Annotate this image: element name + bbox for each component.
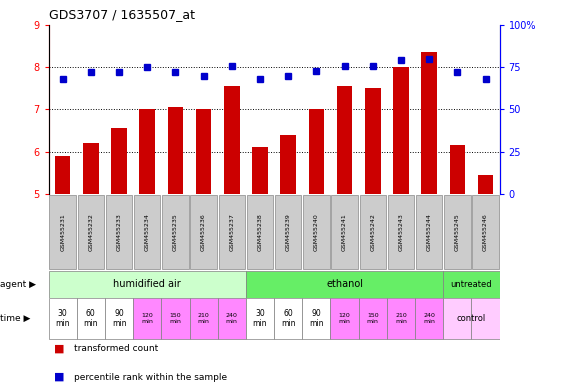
Bar: [365, 88, 380, 194]
Bar: [252, 147, 268, 194]
Bar: [49, 298, 77, 339]
Bar: [359, 298, 387, 339]
Text: agent ▶: agent ▶: [0, 280, 36, 289]
Text: GSM455239: GSM455239: [286, 214, 291, 251]
Bar: [274, 298, 302, 339]
Text: ■: ■: [54, 344, 65, 354]
Text: ■: ■: [54, 372, 65, 382]
Bar: [133, 298, 162, 339]
Text: 240
min: 240 min: [423, 313, 435, 324]
Bar: [472, 298, 500, 339]
Text: 120
min: 120 min: [141, 313, 153, 324]
Text: GSM455246: GSM455246: [483, 214, 488, 251]
Bar: [443, 298, 472, 339]
Text: 60
min: 60 min: [281, 309, 295, 328]
Text: GSM455243: GSM455243: [399, 214, 404, 251]
Bar: [190, 298, 218, 339]
Text: 240
min: 240 min: [226, 313, 238, 324]
Bar: [337, 86, 352, 194]
Bar: [49, 195, 76, 269]
Bar: [246, 298, 274, 339]
Bar: [443, 271, 500, 298]
Bar: [139, 109, 155, 194]
Bar: [331, 195, 358, 269]
Bar: [55, 156, 70, 194]
Text: GSM455231: GSM455231: [60, 214, 65, 251]
Bar: [360, 195, 386, 269]
Bar: [308, 109, 324, 194]
Text: ethanol: ethanol: [326, 279, 363, 289]
Text: untreated: untreated: [451, 280, 492, 289]
Bar: [472, 195, 499, 269]
Text: time ▶: time ▶: [0, 314, 30, 323]
Text: GSM455234: GSM455234: [144, 214, 150, 251]
Text: 90
min: 90 min: [309, 309, 324, 328]
Bar: [162, 195, 188, 269]
Bar: [444, 195, 471, 269]
Text: 210
min: 210 min: [198, 313, 210, 324]
Bar: [190, 195, 217, 269]
Text: 150
min: 150 min: [367, 313, 379, 324]
Bar: [196, 109, 211, 194]
Text: GSM455237: GSM455237: [230, 214, 234, 251]
Bar: [49, 271, 246, 298]
Bar: [478, 175, 493, 194]
Bar: [302, 298, 331, 339]
Text: 60
min: 60 min: [83, 309, 98, 328]
Bar: [247, 195, 274, 269]
Text: GSM455235: GSM455235: [173, 214, 178, 251]
Bar: [388, 195, 414, 269]
Bar: [393, 67, 409, 194]
Bar: [106, 195, 132, 269]
Bar: [162, 298, 190, 339]
Text: GSM455232: GSM455232: [89, 214, 93, 251]
Bar: [449, 146, 465, 194]
Bar: [280, 135, 296, 194]
Text: humidified air: humidified air: [113, 279, 181, 289]
Bar: [387, 298, 415, 339]
Text: transformed count: transformed count: [74, 344, 159, 353]
Bar: [331, 298, 359, 339]
Text: GSM455242: GSM455242: [370, 214, 375, 251]
Bar: [78, 195, 104, 269]
Text: GSM455244: GSM455244: [427, 214, 432, 251]
Bar: [224, 86, 240, 194]
Text: percentile rank within the sample: percentile rank within the sample: [74, 373, 227, 382]
Text: GSM455245: GSM455245: [455, 214, 460, 251]
Bar: [105, 298, 133, 339]
Bar: [83, 143, 99, 194]
Text: GSM455240: GSM455240: [314, 214, 319, 251]
Text: 150
min: 150 min: [170, 313, 182, 324]
Text: GSM455238: GSM455238: [258, 214, 263, 251]
Bar: [303, 195, 329, 269]
Text: GSM455241: GSM455241: [342, 214, 347, 251]
Bar: [134, 195, 160, 269]
Text: GSM455233: GSM455233: [116, 214, 122, 251]
Bar: [218, 298, 246, 339]
Bar: [416, 195, 443, 269]
Bar: [246, 271, 443, 298]
Text: control: control: [457, 314, 486, 323]
Text: 120
min: 120 min: [339, 313, 351, 324]
Text: GSM455236: GSM455236: [201, 214, 206, 251]
Bar: [77, 298, 105, 339]
Bar: [421, 53, 437, 194]
Bar: [111, 128, 127, 194]
Text: 30
min: 30 min: [253, 309, 267, 328]
Bar: [275, 195, 301, 269]
Bar: [415, 298, 443, 339]
Bar: [219, 195, 245, 269]
Bar: [168, 107, 183, 194]
Text: 30
min: 30 min: [55, 309, 70, 328]
Text: 210
min: 210 min: [395, 313, 407, 324]
Text: 90
min: 90 min: [112, 309, 126, 328]
Text: GDS3707 / 1635507_at: GDS3707 / 1635507_at: [49, 8, 195, 21]
